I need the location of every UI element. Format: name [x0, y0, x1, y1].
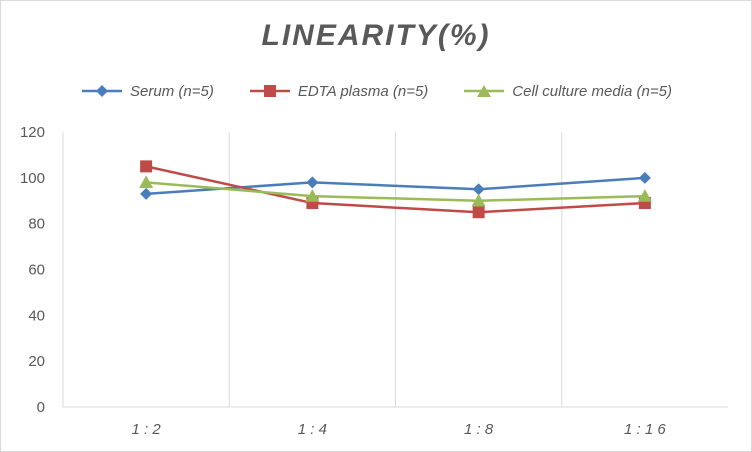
legend-label-1: Serum (n=5)	[130, 82, 214, 100]
chart-legend: Serum (n=5) EDTA plasma (n=5) Cell culture…	[1, 79, 751, 103]
series-line-3	[146, 181, 645, 202]
y-tick-label: 20	[28, 353, 45, 370]
y-tick-label: 100	[20, 170, 45, 187]
legend-swatch-1	[82, 85, 123, 97]
data-point-series-1	[306, 176, 319, 189]
series-line-2	[145, 165, 645, 214]
y-tick-label: 0	[37, 399, 45, 416]
legend-label-2: EDTA plasma (n=5)	[297, 82, 429, 100]
y-tick-label: 120	[20, 124, 45, 141]
data-point-series-3	[139, 175, 154, 189]
data-point-series-3	[637, 189, 652, 202]
x-tick-label: 1 : 2	[132, 421, 162, 438]
legend-item-1: Serum (n=5)	[80, 79, 214, 103]
y-tick-label: 60	[28, 262, 45, 279]
legend-item-2: EDTA plasma (n=5)	[248, 79, 428, 103]
chart-title: LINEARITY(%)	[261, 19, 491, 52]
data-point-series-3	[305, 189, 320, 202]
y-tick-label: 80	[28, 216, 45, 233]
x-tick-label: 1 : 4	[298, 421, 327, 438]
data-point-series-1	[472, 183, 485, 196]
legend-swatch-2	[249, 85, 290, 97]
data-point-series-3	[471, 193, 486, 207]
x-tick-label: 1 : 8	[464, 421, 494, 438]
legend-swatch-3	[464, 85, 505, 97]
x-tick-label: 1 : 1 6	[624, 421, 666, 438]
y-tick-label: 40	[28, 307, 45, 324]
data-point-series-1	[638, 171, 651, 184]
data-point-series-2	[140, 160, 153, 173]
legend-label-3: Cell culture media (n=5)	[512, 82, 672, 100]
legend-item-3: Cell culture media (n=5)	[462, 79, 672, 103]
data-point-series-2	[472, 206, 485, 219]
data-point-series-1	[140, 187, 153, 200]
